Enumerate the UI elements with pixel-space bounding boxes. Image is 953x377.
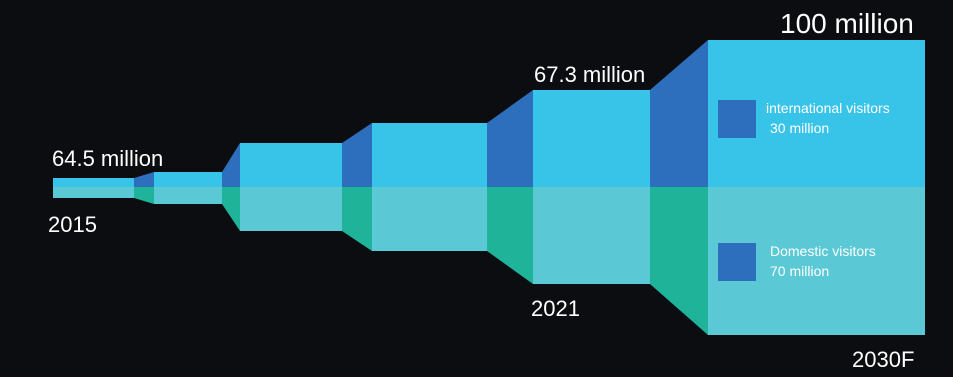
legend-international-value: 30 million — [770, 120, 829, 136]
transition-1-international — [134, 172, 154, 187]
transition-3-international — [342, 123, 372, 187]
legend-domestic-marker — [718, 243, 756, 281]
transition-2-domestic — [222, 187, 240, 231]
segment-4-domestic — [372, 187, 487, 251]
segment-1-international — [53, 178, 134, 187]
segment-3-international — [240, 143, 342, 187]
legend-international-name: international visitors — [766, 100, 890, 116]
transition-4-international — [487, 90, 533, 187]
transition-5-domestic — [650, 187, 708, 335]
segment-2-domestic — [154, 187, 222, 204]
segment-5-international — [533, 90, 650, 187]
legend-international-marker — [718, 100, 756, 138]
label-2030f-total: 100 million — [780, 8, 914, 39]
funnel-segments — [53, 40, 925, 335]
segment-1-domestic — [53, 187, 134, 198]
transition-5-international — [650, 40, 708, 187]
label-2030f-year: 2030F — [852, 347, 914, 372]
transition-1-domestic — [134, 187, 154, 204]
transition-4-domestic — [487, 187, 533, 284]
label-2015-total: 64.5 million — [52, 146, 163, 171]
segment-3-domestic — [240, 187, 342, 231]
label-2021-year: 2021 — [531, 296, 580, 321]
legend-domestic-value: 70 million — [770, 263, 829, 279]
segment-2-international — [154, 172, 222, 187]
label-2021-total: 67.3 million — [534, 62, 645, 87]
transition-3-domestic — [342, 187, 372, 251]
segment-5-domestic — [533, 187, 650, 284]
transition-2-international — [222, 143, 240, 187]
label-2015-year: 2015 — [48, 212, 97, 237]
legend-domestic-name: Domestic visitors — [770, 243, 876, 259]
segment-4-international — [372, 123, 487, 187]
funnel-transitions — [134, 40, 708, 335]
